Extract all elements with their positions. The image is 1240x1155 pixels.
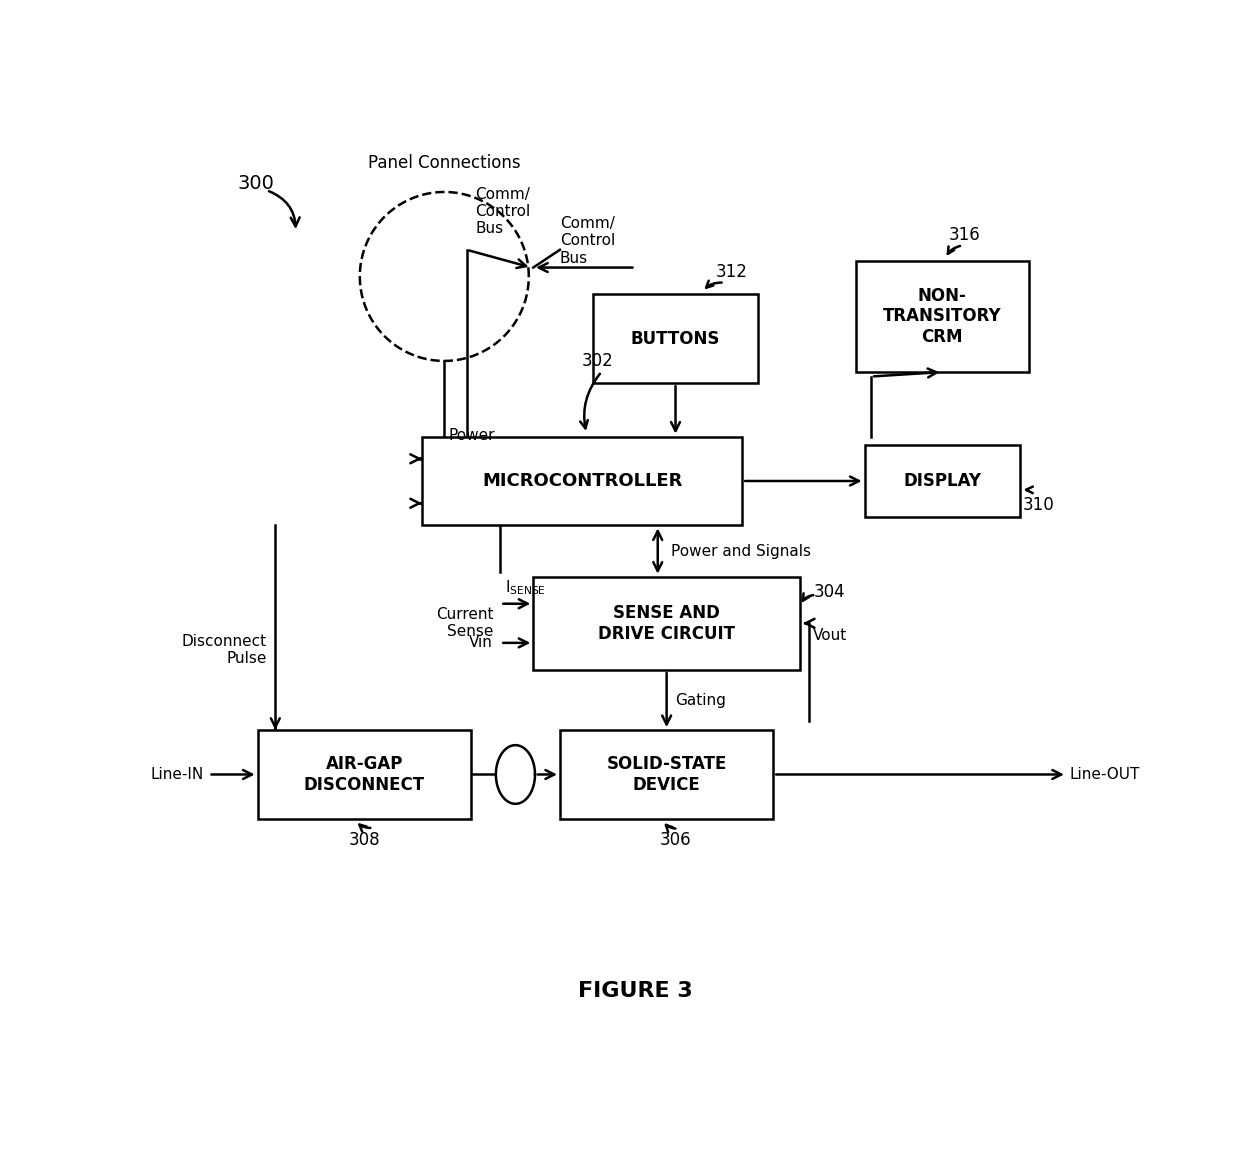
Text: I$_{\rm SENSE}$: I$_{\rm SENSE}$ bbox=[505, 578, 546, 597]
Text: Comm/
Control
Bus: Comm/ Control Bus bbox=[560, 216, 615, 266]
Text: Line-OUT: Line-OUT bbox=[1070, 767, 1140, 782]
Text: 316: 316 bbox=[949, 225, 981, 244]
Text: SOLID-STATE
DEVICE: SOLID-STATE DEVICE bbox=[606, 755, 727, 793]
Text: 300: 300 bbox=[237, 173, 274, 193]
Text: NON-
TRANSITORY
CRM: NON- TRANSITORY CRM bbox=[883, 286, 1002, 346]
Text: 310: 310 bbox=[1022, 497, 1054, 514]
Text: Gating: Gating bbox=[676, 693, 727, 708]
Text: BUTTONS: BUTTONS bbox=[631, 329, 720, 348]
Bar bbox=[856, 261, 1029, 372]
Text: FIGURE 3: FIGURE 3 bbox=[578, 981, 693, 1000]
Bar bbox=[422, 437, 743, 526]
Text: Line-IN: Line-IN bbox=[151, 767, 205, 782]
Text: Panel Connections: Panel Connections bbox=[368, 155, 521, 172]
Text: AIR-GAP
DISCONNECT: AIR-GAP DISCONNECT bbox=[304, 755, 425, 793]
Text: 302: 302 bbox=[582, 352, 614, 370]
Text: Current
Sense: Current Sense bbox=[435, 608, 494, 640]
Text: 308: 308 bbox=[350, 830, 381, 849]
Text: Vout: Vout bbox=[813, 628, 848, 642]
Text: Power and Signals: Power and Signals bbox=[671, 544, 811, 559]
Bar bbox=[593, 295, 758, 383]
Bar bbox=[864, 446, 1021, 516]
Polygon shape bbox=[496, 745, 534, 804]
Text: Vin: Vin bbox=[469, 635, 494, 650]
Text: DISPLAY: DISPLAY bbox=[903, 472, 981, 490]
Text: Comm/
Control
Bus: Comm/ Control Bus bbox=[475, 187, 531, 237]
Text: 306: 306 bbox=[660, 830, 691, 849]
Text: Disconnect
Pulse: Disconnect Pulse bbox=[181, 634, 267, 666]
Text: 304: 304 bbox=[813, 583, 844, 601]
Text: Power: Power bbox=[449, 427, 495, 442]
Text: MICROCONTROLLER: MICROCONTROLLER bbox=[482, 472, 682, 490]
Text: 312: 312 bbox=[715, 263, 748, 281]
Bar bbox=[560, 730, 774, 819]
Bar bbox=[258, 730, 471, 819]
Bar bbox=[533, 576, 800, 670]
Text: SENSE AND
DRIVE CIRCUIT: SENSE AND DRIVE CIRCUIT bbox=[598, 604, 735, 642]
